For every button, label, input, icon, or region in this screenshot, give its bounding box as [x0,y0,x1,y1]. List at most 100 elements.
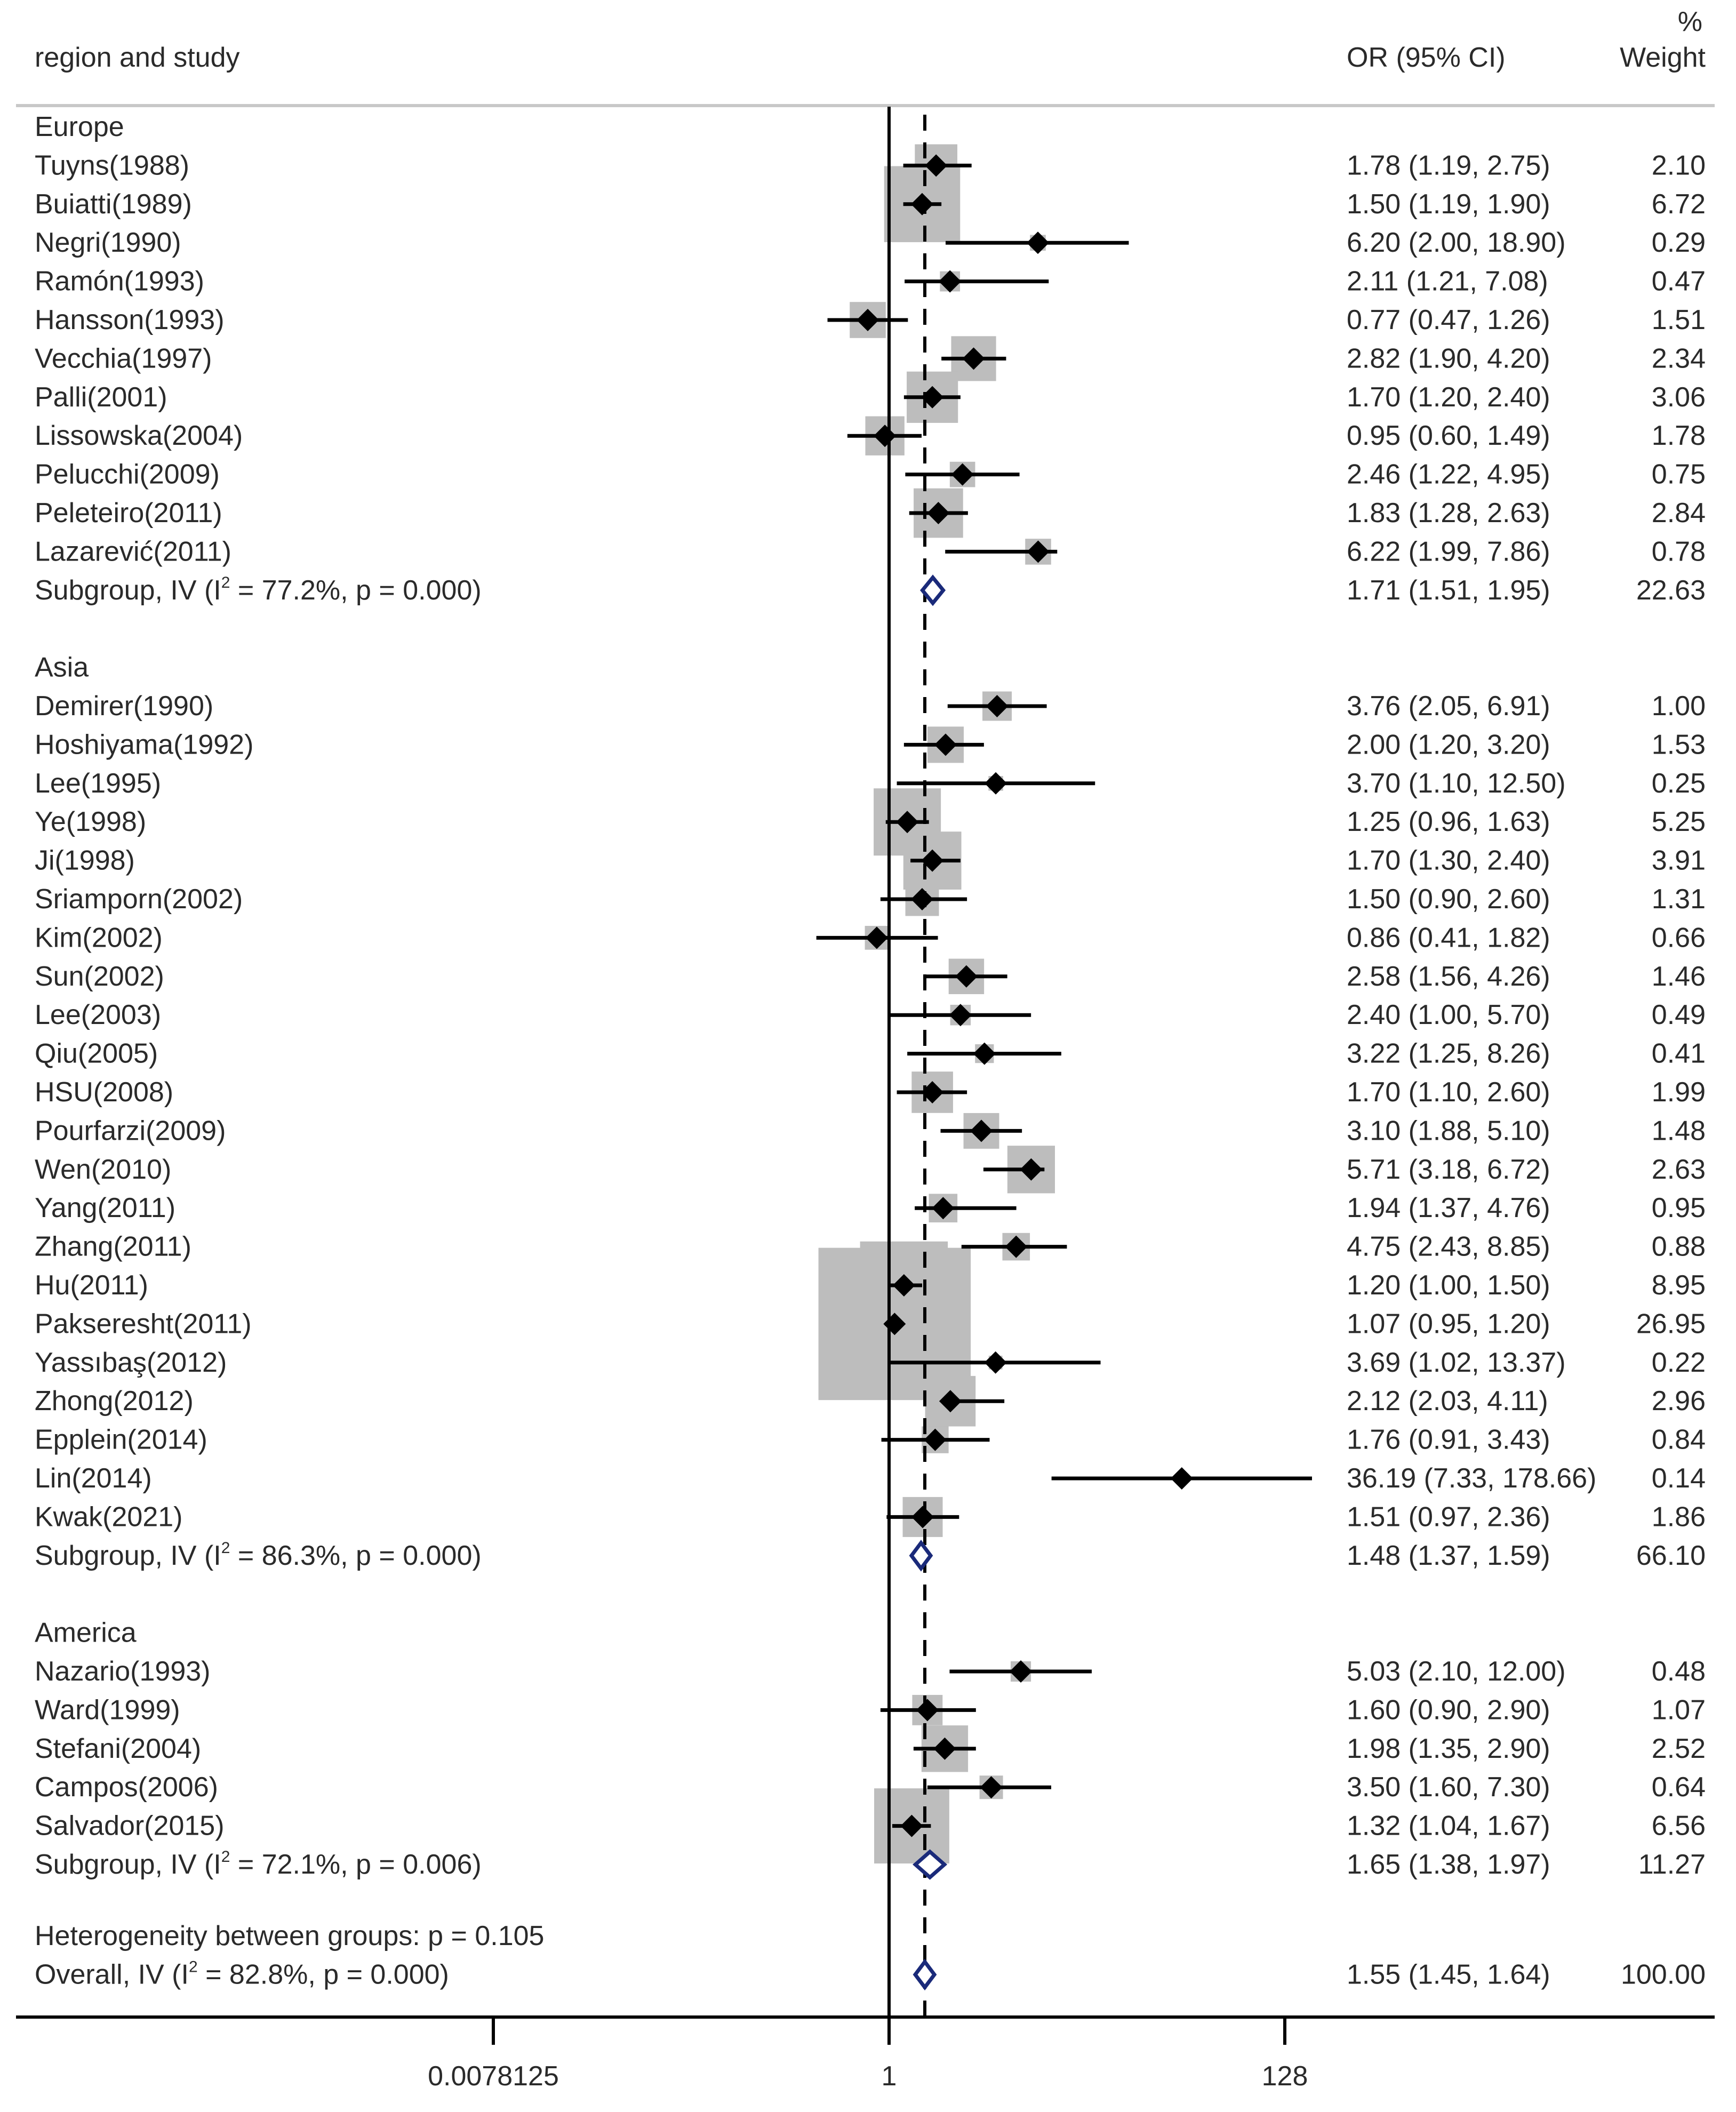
subgroup-weight-value: 11.27 [1638,1849,1706,1880]
point-estimate [874,425,897,447]
heterogeneity-text: Heterogeneity between groups: p = 0.105 [35,1921,544,1951]
study-label: Kim(2002) [35,922,163,953]
study-label: Ward(1999) [35,1694,180,1725]
study-label: Pakseresht(2011) [35,1308,252,1339]
point-estimate [1005,1235,1028,1258]
point-estimate [951,463,974,486]
or-ci-value: 4.75 (2.43, 8.85) [1347,1231,1550,1262]
weight-value: 0.78 [1652,536,1706,567]
or-ci-value: 2.82 (1.90, 4.20) [1347,343,1550,374]
study-label: Sun(2002) [35,961,164,992]
or-ci-value: 1.98 (1.35, 2.90) [1347,1733,1550,1764]
or-ci-value: 0.95 (0.60, 1.49) [1347,420,1550,451]
or-ci-value: 1.83 (1.28, 2.63) [1347,498,1550,529]
study-column-header: region and study [35,42,240,73]
or-ci-value: 3.22 (1.25, 8.26) [1347,1038,1550,1069]
point-estimate [949,1004,972,1027]
x-axis: 0.0078125 1 128 [16,2015,1715,2092]
or-ci-value: 3.76 (2.05, 6.91) [1347,691,1550,722]
overall-label: Overall, IV (I2 = 82.8%, p = 0.000) [35,1958,449,1990]
study-label: Vecchia(1997) [35,343,212,374]
study-label: Sriamporn(2002) [35,884,243,915]
point-estimate [933,1737,956,1760]
or-ci-value: 6.20 (2.00, 18.90) [1347,227,1566,258]
study-marks [816,154,1312,1991]
or-ci-value: 1.50 (1.19, 1.90) [1347,189,1550,220]
study-label: Buiatti(1989) [35,189,192,220]
point-estimate [921,1081,944,1103]
point-estimate [911,888,934,910]
study-label: Lee(2003) [35,999,161,1030]
point-estimate [1010,1660,1033,1683]
weight-value: 1.31 [1652,884,1706,915]
point-estimate [1027,231,1050,254]
study-label: Peleteiro(2011) [35,498,222,529]
weight-value: 2.63 [1652,1154,1706,1185]
or-ci-value: 6.22 (1.99, 7.86) [1347,536,1550,567]
subgroup-diamond [919,574,946,606]
or-ci-value: 3.69 (1.02, 13.37) [1347,1347,1566,1378]
weight-value: 0.48 [1652,1656,1706,1687]
or-ci-value: 1.94 (1.37, 4.76) [1347,1193,1550,1223]
or-ci-value: 1.20 (1.00, 1.50) [1347,1270,1550,1301]
or-ci-value: 1.70 (1.30, 2.40) [1347,845,1550,876]
or-ci-value: 5.03 (2.10, 12.00) [1347,1656,1566,1687]
study-label: Hu(2011) [35,1270,148,1301]
weight-value: 1.48 [1652,1115,1706,1146]
weight-value: 26.95 [1636,1308,1706,1339]
point-estimate [980,1776,1003,1799]
or-ci-value: 1.78 (1.19, 2.75) [1347,150,1550,181]
table-header: region and study OR (95% CI) % Weight [16,6,1715,107]
study-label: Lin(2014) [35,1463,152,1494]
point-estimate [916,1699,939,1722]
or-ci-value: 1.70 (1.20, 2.40) [1347,382,1550,413]
region-label: Europe [35,111,124,142]
weight-value: 0.64 [1652,1772,1706,1803]
study-label: Wen(2010) [35,1154,171,1185]
or-ci-value: 1.70 (1.10, 2.60) [1347,1077,1550,1108]
subgroup-label: Subgroup, IV (I2 = 77.2%, p = 0.000) [35,574,482,606]
subgroup-diamond [909,1539,933,1572]
point-estimate [857,309,879,331]
or-ci-value: 1.51 (0.97, 2.36) [1347,1501,1550,1532]
or-ci-value: 2.12 (2.03, 4.11) [1347,1386,1548,1417]
weight-value: 0.75 [1652,459,1706,490]
or-ci-value: 2.11 (1.21, 7.08) [1347,266,1548,297]
study-label: Yang(2011) [35,1193,175,1223]
weight-value: 1.99 [1652,1077,1706,1108]
point-estimate [911,1506,934,1529]
study-label: Ramón(1993) [35,266,204,297]
x-tick-label: 1 [882,2061,897,2092]
study-label: Tuyns(1988) [35,150,189,181]
weight-value: 6.56 [1652,1811,1706,1842]
study-label: Lissowska(2004) [35,420,243,451]
or-ci-value: 3.10 (1.88, 5.10) [1347,1115,1550,1146]
or-ci-value: 0.77 (0.47, 1.26) [1347,305,1550,335]
study-label: Campos(2006) [35,1772,218,1803]
point-estimate [1020,1158,1043,1181]
region-label: America [35,1618,137,1649]
point-estimate [970,1119,993,1142]
or-ci-value: 3.70 (1.10, 12.50) [1347,768,1566,799]
x-tick-label: 0.0078125 [428,2061,559,2092]
weight-column-header-percent: % [1678,6,1702,37]
point-estimate [927,502,950,524]
point-estimate [892,1274,915,1297]
study-label: Hansson(1993) [35,305,225,335]
weight-value: 1.00 [1652,691,1706,722]
or-ci-value: 1.07 (0.95, 1.20) [1347,1308,1550,1339]
or-ci-value: 1.50 (0.90, 2.60) [1347,884,1550,915]
weight-value: 0.41 [1652,1038,1706,1069]
study-label: Epplein(2014) [35,1425,207,1455]
subgroup-diamond [913,1849,948,1880]
point-estimate [939,270,962,293]
study-label: Salvador(2015) [35,1811,225,1842]
study-label: Stefani(2004) [35,1733,201,1764]
study-label: Negri(1990) [35,227,181,258]
weight-value: 1.78 [1652,420,1706,451]
subgroup-or-ci-value: 1.48 (1.37, 1.59) [1347,1540,1550,1571]
point-estimate [865,926,888,949]
weight-value: 0.88 [1652,1231,1706,1262]
weight-value: 2.34 [1652,343,1706,374]
